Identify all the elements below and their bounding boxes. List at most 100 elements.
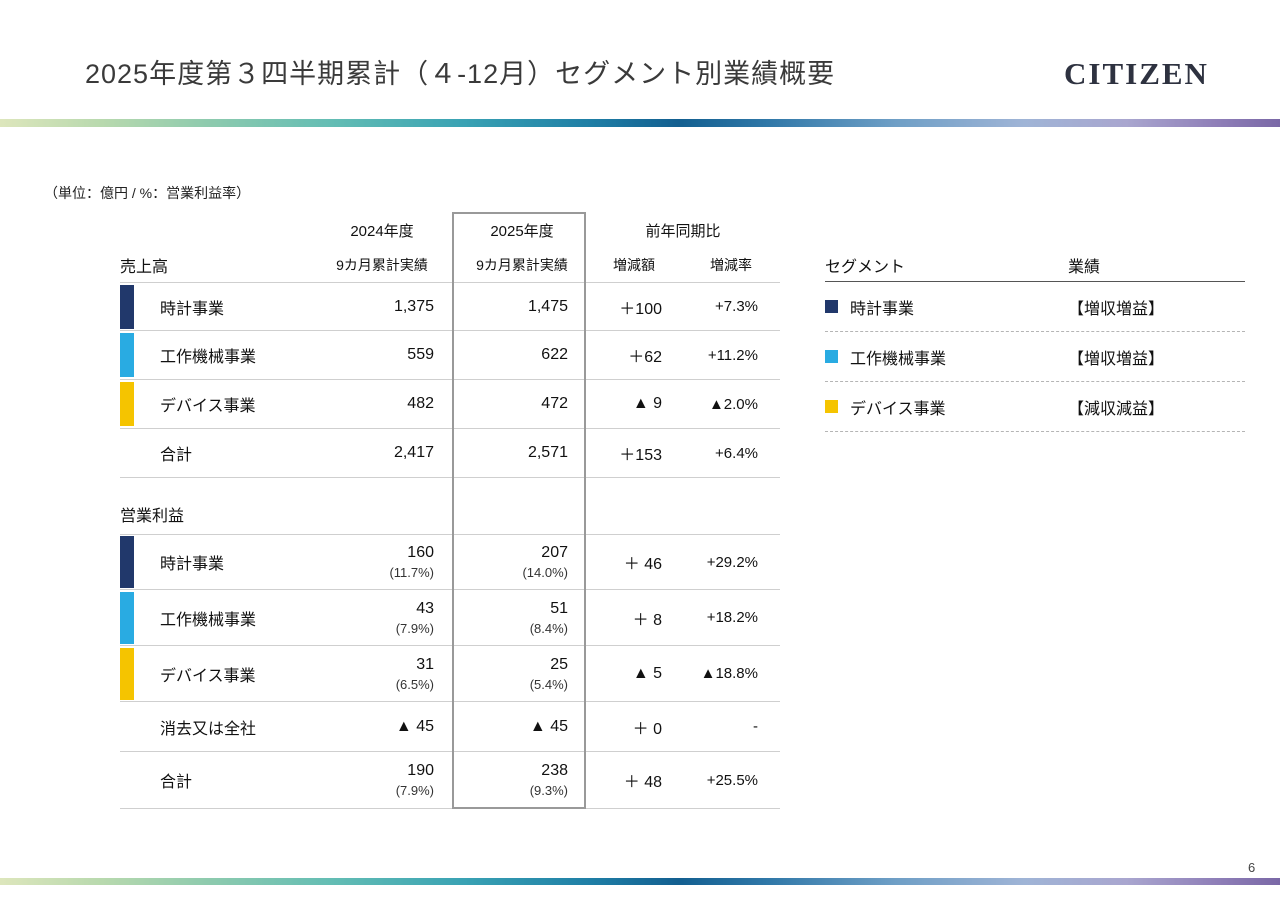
row-label: 消去又は全社	[160, 720, 257, 738]
profit-elimination-row: 消去又は全社 ▲ 45 ▲ 45 ＋ 0 -	[120, 702, 780, 752]
margin-2024: (7.9%)	[395, 620, 434, 636]
diff-value: ＋ 0	[632, 720, 662, 738]
sales-total-row: 合計 2,417 2,571 ＋153 +6.4%	[120, 429, 780, 478]
row-label: 時計事業	[160, 556, 225, 573]
header-fy2025: 2025年度	[490, 222, 554, 240]
value-2024: 559	[407, 346, 434, 363]
margin-2024: (6.5%)	[395, 676, 434, 692]
rate-value: +18.2%	[706, 609, 758, 626]
sales-section-label: 売上高	[120, 259, 169, 276]
profit-row-watches: 時計事業 160 (11.7%) 207 (14.0%) ＋ 46 +29.2%	[120, 534, 780, 590]
legend-result: 【増収増益】	[1068, 350, 1165, 368]
profit-total-row: 合計 190 (7.9%) 238 (9.3%) ＋ 48 +25.5%	[120, 752, 780, 809]
value-2024: 190 (7.9%)	[330, 760, 434, 799]
margin-2025: (5.4%)	[529, 676, 568, 692]
diff-value: ＋62	[628, 349, 662, 366]
legend-header-segment: セグメント	[825, 258, 906, 276]
margin-2025: (8.4%)	[529, 620, 568, 636]
legend-header-row: セグメント 業績	[825, 248, 1245, 282]
value-2024: 31 (6.5%)	[330, 654, 434, 693]
segment-color-bar	[120, 535, 134, 589]
rate-value: ▲2.0%	[708, 395, 758, 413]
rate-value: +7.3%	[715, 298, 758, 315]
value-2025: ▲ 45	[529, 717, 568, 735]
table-header-row-periods: 売上高 9カ月累計実績 9カ月累計実績 増減額 増減率	[120, 248, 780, 282]
row-label: デバイス事業	[160, 398, 256, 415]
row-label: デバイス事業	[160, 667, 256, 685]
profit-row-devices: デバイス事業 31 (6.5%) 25 (5.4%) ▲ 5 ▲18.8%	[120, 646, 780, 702]
value-2025: 25 (5.4%)	[458, 654, 586, 693]
legend-label: 工作機械事業	[850, 350, 947, 368]
segment-color-bar-empty	[120, 752, 134, 808]
results-table: 2024年度 2025年度 前年同期比 売上高 9カ月累計実績 9カ月累計実績 …	[120, 212, 780, 809]
legend-color-swatch	[825, 350, 838, 363]
value-2024: 1,375	[393, 297, 434, 315]
rate-value: +25.5%	[706, 771, 758, 789]
value-2024: ▲ 45	[395, 717, 434, 735]
legend-row-devices: デバイス事業 【減収減益】	[825, 382, 1245, 432]
decorative-stripe-bottom	[0, 878, 1280, 885]
diff-value: ＋153	[619, 447, 662, 464]
sales-row-devices: デバイス事業 482 472 ▲ 9 ▲2.0%	[120, 380, 780, 429]
row-label: 合計	[160, 447, 193, 464]
legend-label: デバイス事業	[850, 400, 946, 418]
unit-note: （単位：億円 / %：営業利益率）	[44, 185, 251, 201]
segment-color-bar-empty	[120, 429, 134, 477]
sales-row-machine-tools: 工作機械事業 559 622 ＋62 +11.2%	[120, 331, 780, 380]
diff-value: ▲ 5	[632, 664, 662, 682]
header-yoy-group: 前年同期比	[645, 222, 721, 240]
value-2025: 207 (14.0%)	[458, 542, 586, 581]
margin-2024: (11.7%)	[389, 565, 434, 581]
diff-value: ＋ 46	[623, 556, 662, 573]
decorative-stripe-top	[0, 119, 1280, 127]
value-2025: 238 (9.3%)	[458, 760, 586, 799]
header-yoy-amount: 増減額	[613, 257, 655, 273]
header-fy2025-period: 9カ月累計実績	[476, 257, 568, 273]
rate-value: -	[753, 718, 758, 735]
header-fy2024: 2024年度	[350, 222, 414, 240]
page-title: 2025年度第３四半期累計（４-12月）セグメント別業績概要	[85, 59, 836, 89]
segment-color-bar	[120, 283, 134, 330]
legend-result: 【増収増益】	[1068, 300, 1165, 318]
row-label: 工作機械事業	[160, 349, 257, 366]
segment-color-bar	[120, 590, 134, 645]
legend-row-machine-tools: 工作機械事業 【増収増益】	[825, 332, 1245, 382]
legend-header-result: 業績	[1068, 258, 1101, 276]
rate-value: +11.2%	[707, 346, 758, 364]
value-2024: 482	[407, 395, 434, 412]
row-label: 工作機械事業	[160, 611, 257, 629]
legend-color-swatch	[825, 400, 838, 413]
profit-section-label-row: 営業利益	[120, 478, 780, 534]
sales-row-watches: 時計事業 1,375 1,475 ＋100 +7.3%	[120, 282, 780, 331]
value-2025: 622	[541, 346, 568, 363]
legend-label: 時計事業	[850, 300, 915, 318]
header-fy2024-period: 9カ月累計実績	[336, 257, 428, 273]
margin-2024: (7.9%)	[395, 783, 434, 799]
value-2025: 472	[541, 395, 568, 412]
diff-value: ＋ 48	[623, 774, 662, 791]
row-label: 時計事業	[160, 300, 225, 318]
legend-row-watches: 時計事業 【増収増益】	[825, 282, 1245, 332]
value-2024: 160 (11.7%)	[330, 542, 434, 581]
value-2025: 1,475	[527, 297, 568, 315]
profit-row-machine-tools: 工作機械事業 43 (7.9%) 51 (8.4%) ＋ 8 +18.2%	[120, 590, 780, 646]
diff-value: ＋ 8	[632, 611, 662, 629]
diff-value: ＋100	[619, 300, 662, 318]
legend-color-swatch	[825, 300, 838, 313]
segment-color-bar	[120, 380, 134, 428]
citizen-logo: CITIZEN	[1064, 56, 1209, 91]
header-yoy-rate: 増減率	[710, 257, 752, 273]
margin-2025: (9.3%)	[529, 783, 568, 799]
segment-summary: セグメント 業績 時計事業 【増収増益】 工作機械事業 【増収増益】 デバイス事…	[825, 248, 1245, 432]
table-header-row-years: 2024年度 2025年度 前年同期比	[120, 212, 780, 248]
value-2025: 2,571	[527, 444, 568, 461]
rate-value: +6.4%	[715, 444, 758, 462]
profit-section-label: 営業利益	[120, 508, 185, 525]
segment-color-bar-empty	[120, 702, 134, 751]
rate-value: +29.2%	[706, 553, 758, 571]
legend-result: 【減収減益】	[1068, 400, 1165, 418]
value-2024: 2,417	[393, 444, 434, 461]
segment-color-bar	[120, 331, 134, 379]
value-2024: 43 (7.9%)	[330, 598, 434, 637]
row-label: 合計	[160, 774, 193, 791]
